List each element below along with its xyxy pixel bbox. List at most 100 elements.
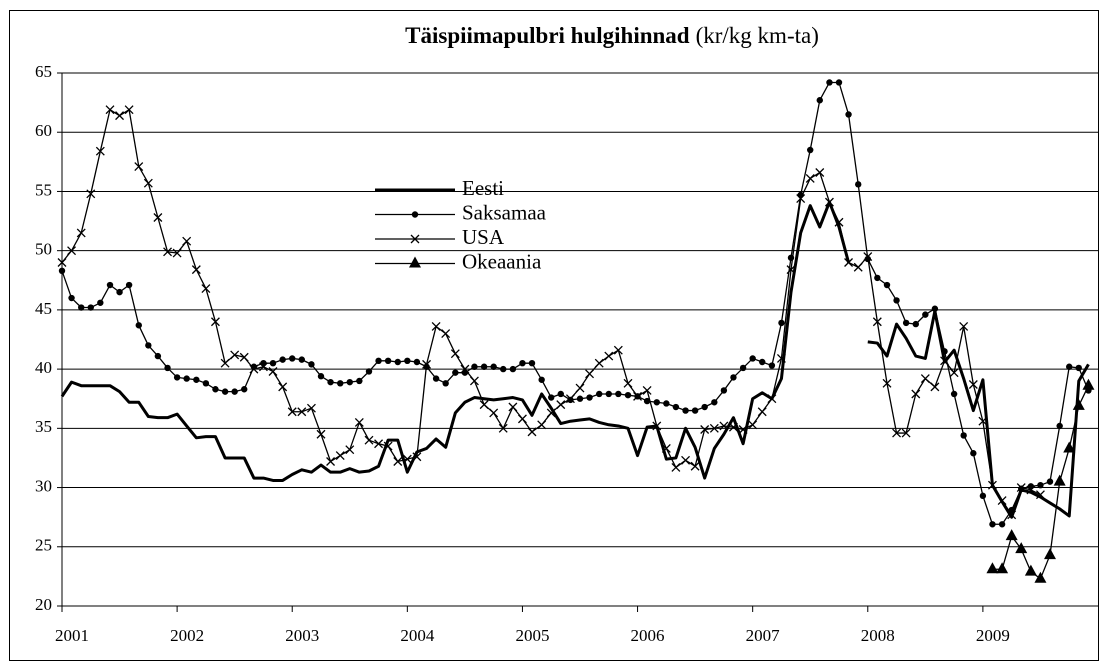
point (1015, 542, 1028, 554)
legend-label: USA (462, 225, 505, 249)
point (260, 359, 267, 367)
point (882, 378, 892, 388)
point (739, 364, 747, 372)
point (671, 462, 681, 472)
point (125, 281, 133, 289)
point (86, 189, 96, 199)
point (768, 362, 776, 369)
x-tick-label: 2004 (400, 626, 435, 645)
point (509, 365, 517, 373)
x-tick-label: 2009 (976, 626, 1010, 645)
point (134, 162, 144, 172)
point (393, 457, 403, 466)
point (431, 322, 441, 331)
point (1005, 529, 1018, 541)
point (757, 407, 767, 417)
point (575, 383, 585, 393)
point (172, 248, 182, 258)
point (298, 356, 305, 363)
point (279, 356, 286, 363)
chart-frame (9, 10, 1099, 661)
point (471, 363, 478, 370)
point (500, 365, 507, 373)
point (68, 294, 75, 302)
point (402, 454, 412, 464)
point (807, 146, 814, 154)
point (615, 390, 622, 398)
legend-marker (411, 211, 419, 218)
point (996, 562, 1009, 574)
point (490, 363, 497, 370)
point (911, 389, 921, 399)
point (824, 197, 834, 207)
point (826, 79, 833, 86)
point (106, 281, 114, 289)
point (989, 521, 996, 528)
point (720, 387, 728, 394)
point (863, 252, 873, 262)
point (643, 397, 651, 405)
point (594, 358, 604, 368)
point (115, 111, 125, 121)
point (57, 258, 67, 267)
point (567, 396, 574, 404)
point (335, 451, 345, 461)
x-tick-label: 2003 (285, 626, 319, 645)
y-tick-label: 45 (35, 299, 52, 318)
point (528, 359, 536, 367)
y-tick-label: 30 (35, 476, 52, 495)
point (210, 317, 220, 327)
point (327, 378, 334, 386)
point (241, 386, 248, 393)
point (345, 445, 355, 455)
point (1024, 564, 1037, 576)
point (538, 376, 545, 383)
point (682, 407, 689, 414)
point (959, 322, 969, 331)
point (221, 388, 229, 395)
x-tick-label: 2005 (515, 626, 549, 645)
point (202, 380, 210, 387)
point (384, 357, 392, 365)
point (450, 349, 460, 359)
point (844, 258, 854, 267)
point (508, 402, 518, 412)
point (652, 421, 662, 431)
point (452, 369, 459, 376)
point (404, 357, 411, 365)
point (949, 368, 959, 378)
point (337, 380, 344, 387)
point (576, 395, 584, 402)
legend-marker (410, 234, 420, 244)
point (479, 400, 489, 410)
point (546, 408, 556, 418)
point (124, 105, 134, 115)
point (239, 352, 249, 362)
y-tick-label: 60 (35, 121, 52, 140)
point (623, 378, 633, 388)
point (997, 496, 1007, 506)
point (892, 428, 902, 438)
point (76, 228, 86, 238)
point (902, 319, 910, 327)
point (585, 369, 595, 379)
point (231, 388, 238, 395)
point (557, 390, 564, 398)
point (979, 492, 987, 500)
point (212, 386, 219, 393)
y-tick-label: 20 (35, 595, 52, 614)
point (950, 390, 958, 398)
point (220, 358, 230, 368)
point (1037, 481, 1044, 489)
y-tick-label: 25 (35, 536, 52, 555)
point (105, 105, 115, 115)
point (441, 329, 451, 339)
point (326, 457, 336, 466)
point (786, 265, 796, 275)
x-tick-label: 2008 (861, 626, 895, 645)
point (413, 358, 421, 366)
point (1034, 571, 1047, 583)
point (364, 435, 374, 445)
point (258, 362, 268, 372)
